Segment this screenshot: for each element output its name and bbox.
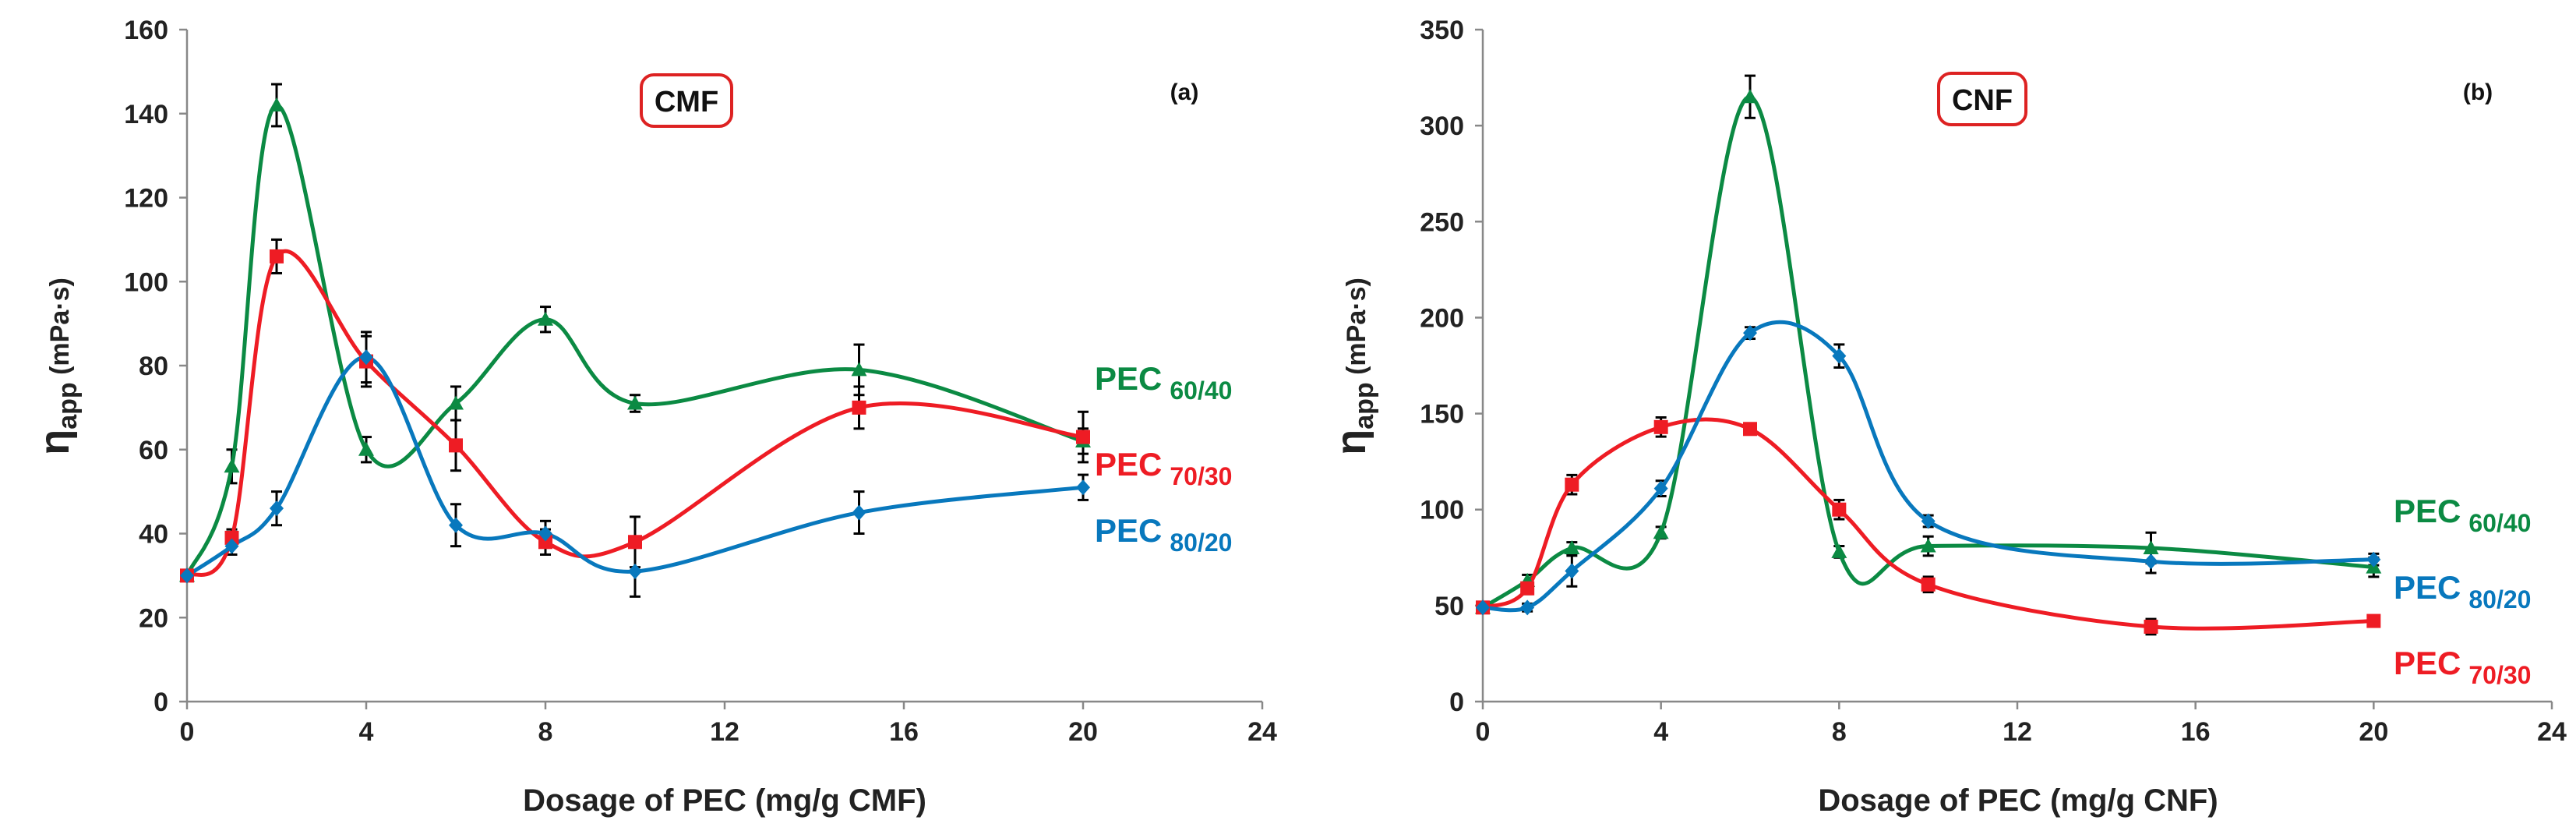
data-point-80-20 [2144,553,2158,570]
data-point-60-40 [538,311,553,326]
data-point-80-20 [538,525,552,542]
data-point-60-40 [1653,525,1669,539]
data-point-70-30 [449,438,463,453]
y-tick-label: 350 [1420,16,1464,45]
y-tick-label: 160 [124,16,168,45]
series-line-60-40 [1480,94,2376,610]
cnf-label: CNF [1952,84,2013,117]
data-point-80-20 [1520,599,1535,616]
chart-panel-a: 0 20 40 60 80 100 120 140 160 0 4 8 12 16 20 24 ηapp (… [31,16,1277,818]
data-point-60-40 [851,362,867,377]
data-point-80-20 [1921,513,1936,529]
x-tick-label: 12 [2003,717,2032,747]
data-point-80-20 [1565,563,1579,579]
cmf-label-box [640,73,733,128]
x-tick-label: 16 [2181,717,2211,747]
data-point-60-40 [224,458,240,473]
data-point-60-40 [1742,89,1758,104]
y-tick-label: 120 [124,184,168,214]
data-point-70-30 [1832,502,1847,517]
data-point-80-20 [1743,325,1757,341]
data-point-60-40 [1831,543,1847,558]
data-point-80-20 [359,349,373,366]
data-point-80-20 [1076,479,1090,496]
data-point-70-30 [1565,477,1579,492]
series-label-pec-60-40: PEC 60/40 [2394,493,2531,537]
y-tick-label: 40 [139,520,168,550]
x-tick-label: 4 [1653,717,1668,747]
data-point-60-40 [448,395,464,410]
y-tick-label: 140 [124,100,168,129]
x-tick-label: 24 [2537,717,2567,747]
y-tick-label: 60 [139,436,168,465]
y-tick-label: 100 [124,267,168,297]
data-point-80-20 [852,504,866,521]
data-point-80-20 [1832,348,1847,364]
x-axis-label: Dosage of PEC (mg/g CMF) [523,783,926,818]
x-tick-label: 12 [710,717,739,747]
series-label-pec-60-40: PEC 60/40 [1095,360,1232,405]
data-point-70-30 [852,400,866,415]
x-tick-label: 16 [889,717,919,747]
x-tick-label: 20 [1068,717,1098,747]
y-axis-label: ηapp (mPa·s) [31,278,83,455]
y-axis-label: ηapp (mPa·s) [1328,278,1379,455]
series-label-pec-70-30: PEC 70/30 [1095,446,1232,490]
y-tick-label: 250 [1420,207,1464,237]
y-tick-label: 300 [1420,111,1464,141]
x-tick-label: 8 [538,717,553,747]
cmf-label: CMF [655,86,718,118]
data-point-80-20 [270,500,284,517]
y-tick-label: 0 [154,688,168,717]
data-point-80-20 [628,563,642,579]
data-point-70-30 [224,530,239,545]
data-point-80-20 [2366,551,2381,568]
x-axis-label: Dosage of PEC (mg/g CNF) [1818,783,2218,818]
series-label-pec-70-30: PEC 70/30 [2394,645,2531,689]
cnf-label-box [1937,72,2027,126]
x-tick-label: 24 [1247,717,1277,747]
data-point-70-30 [1921,577,1936,592]
y-tick-label: 0 [1449,688,1464,717]
x-tick-label: 0 [1476,717,1491,747]
data-point-70-30 [2144,619,2158,634]
data-point-80-20 [180,568,194,584]
y-tick-label: 50 [1434,592,1464,621]
series-label-pec-80-20: PEC 80/20 [1095,512,1232,557]
data-point-60-40 [269,97,284,111]
data-point-60-40 [2143,539,2159,554]
y-tick-label: 20 [139,603,168,633]
data-point-70-30 [2366,613,2381,628]
y-tick-label: 100 [1420,496,1464,525]
data-point-60-40 [358,441,374,456]
data-point-70-30 [538,535,552,550]
data-point-70-30 [1653,419,1668,434]
data-point-60-40 [1920,538,1936,553]
x-tick-label: 8 [1832,717,1847,747]
data-point-70-30 [270,249,284,263]
data-point-60-40 [627,395,643,410]
data-point-80-20 [224,538,239,554]
panel-label-b: (b) [2463,80,2493,105]
x-tick-label: 20 [2359,717,2388,747]
panel-label-a: (a) [1170,80,1199,105]
data-point-80-20 [449,517,463,533]
data-point-70-30 [1743,422,1757,437]
y-tick-label: 80 [139,352,168,381]
data-point-70-30 [1076,430,1090,444]
x-tick-label: 4 [359,717,374,747]
y-tick-label: 200 [1420,303,1464,333]
data-point-70-30 [628,535,642,550]
data-point-70-30 [1520,581,1535,596]
data-point-80-20 [1653,480,1668,497]
x-tick-label: 0 [180,717,195,747]
series-label-pec-80-20: PEC 80/20 [2394,569,2531,613]
chart-panel-b: 0 50 100 150 200 250 300 350 0 4 8 12 16 20 24 ηapp (… [1328,16,2567,818]
data-point-60-40 [1564,539,1580,554]
y-tick-label: 150 [1420,400,1464,430]
data-point-80-20 [1476,599,1490,616]
